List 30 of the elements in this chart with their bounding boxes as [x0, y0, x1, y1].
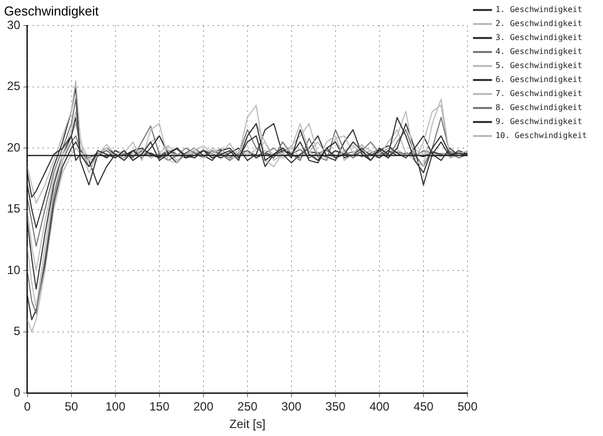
legend-label: 3. Geschwindigkeit	[495, 33, 582, 42]
x-tick-label: 500	[457, 400, 478, 414]
legend-label: 6. Geschwindigkeit	[495, 75, 582, 84]
legend-label: 7. Geschwindigkeit	[495, 89, 582, 98]
x-tick-label: 150	[149, 400, 170, 414]
legend-label: 8. Geschwindigkeit	[495, 103, 582, 112]
x-axis-title: Zeit [s]	[229, 417, 266, 432]
y-tick-label: 0	[14, 386, 21, 400]
x-tick-label: 350	[325, 400, 346, 414]
x-tick-label: 0	[24, 400, 32, 414]
x-tick-label: 200	[193, 400, 214, 414]
legend-label: 5. Geschwindigkeit	[495, 61, 582, 70]
y-tick-label: 25	[6, 79, 21, 94]
y-tick-label: 20	[6, 140, 21, 154]
x-tick-label: 50	[64, 400, 78, 414]
x-tick-label: 400	[369, 400, 390, 414]
x-tick-label: 300	[281, 400, 302, 414]
legend-label: 1. Geschwindigkeit	[495, 5, 582, 14]
x-tick-label: 100	[105, 400, 126, 414]
y-tick-label: 5	[14, 324, 21, 338]
legend-label: 2. Geschwindigkeit	[495, 19, 582, 28]
legend-label: 9. Geschwindigkeit	[495, 117, 582, 126]
x-tick-label: 450	[413, 400, 434, 414]
legend-label: 10. Geschwindigkeit	[495, 131, 588, 140]
legend-label: 4. Geschwindigkeit	[495, 47, 582, 56]
y-tick-label: 15	[6, 202, 21, 216]
x-tick-label: 250	[237, 400, 258, 414]
y-tick-label: 30	[6, 18, 21, 32]
chart-title: Geschwindigkeit	[4, 3, 100, 18]
y-tick-label: 10	[6, 262, 21, 277]
